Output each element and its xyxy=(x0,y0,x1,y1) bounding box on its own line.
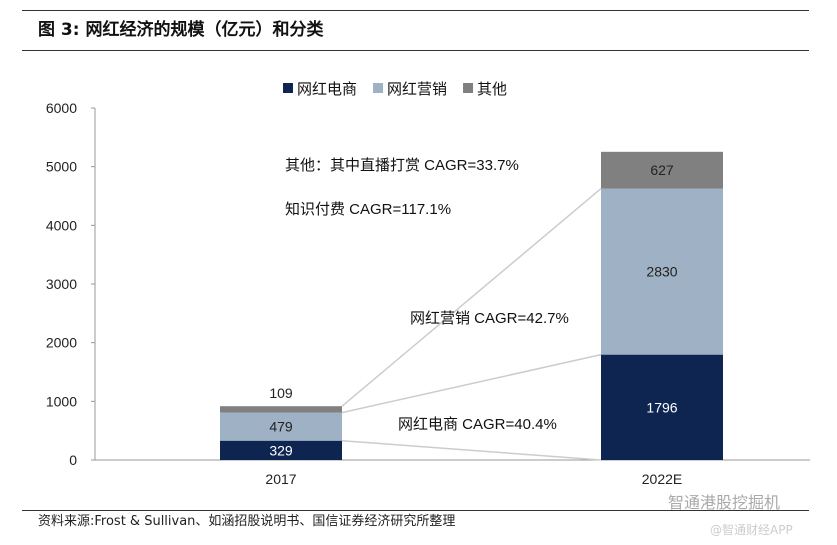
data-label: 627 xyxy=(650,162,674,178)
cagr-annotation: 网红电商 CAGR=40.4% xyxy=(398,416,557,433)
bar-其他-2022E xyxy=(601,151,723,189)
x-tick-label: 2017 xyxy=(265,471,296,487)
cagr-annotation: 网红营销 CAGR=42.7% xyxy=(410,310,569,327)
bar-网红营销-2017 xyxy=(220,412,342,441)
title-rule xyxy=(22,50,809,51)
watermark-sub: @智通财经APP xyxy=(710,523,793,537)
bar-网红电商-2022E xyxy=(601,354,723,460)
y-tick-label: 4000 xyxy=(46,217,77,233)
x-tick-label: 2022E xyxy=(642,471,682,487)
connector-line xyxy=(341,353,602,414)
cagr-annotation: 知识付费 CAGR=117.1% xyxy=(285,201,451,218)
y-tick-label: 1000 xyxy=(46,393,77,409)
top-rule xyxy=(22,10,809,11)
connector-line xyxy=(341,439,602,461)
legend-swatch xyxy=(463,83,474,93)
legend-swatch xyxy=(373,83,384,93)
legend-label: 网红电商 xyxy=(297,81,357,98)
connector-line xyxy=(341,188,602,407)
data-label: 2830 xyxy=(646,264,677,280)
bar-网红电商-2017 xyxy=(220,440,342,460)
data-label: 479 xyxy=(269,419,293,435)
y-tick-label: 6000 xyxy=(46,100,77,116)
footer-rule xyxy=(22,510,809,511)
cagr-annotation: 其他：其中直播打赏 CAGR=33.7% xyxy=(285,157,519,174)
data-label: 329 xyxy=(269,442,293,458)
watermark: 智通港股挖掘机 xyxy=(668,493,781,512)
bar-网红营销-2022E xyxy=(601,188,723,355)
figure-title: 图 3: 网红经济的规模（亿元）和分类 xyxy=(38,20,324,40)
y-tick-label: 3000 xyxy=(46,276,77,292)
legend-label: 网红营销 xyxy=(387,81,447,98)
stacked-bar-chart: 0 1000 2000 3000 4000 5000 6000 329 479 109 2017 17… xyxy=(46,81,810,487)
legend-swatch xyxy=(283,83,293,93)
data-label: 109 xyxy=(269,385,293,401)
data-label: 1796 xyxy=(646,399,677,415)
bar-其他-2017 xyxy=(220,406,342,413)
legend-label: 其他 xyxy=(477,81,507,98)
y-tick-label: 5000 xyxy=(46,159,77,175)
y-tick-label: 0 xyxy=(69,452,77,468)
source-note: 资料来源:Frost & Sullivan、如涵招股说明书、国信证券经济研究所整… xyxy=(38,514,456,529)
y-tick-label: 2000 xyxy=(46,335,77,351)
